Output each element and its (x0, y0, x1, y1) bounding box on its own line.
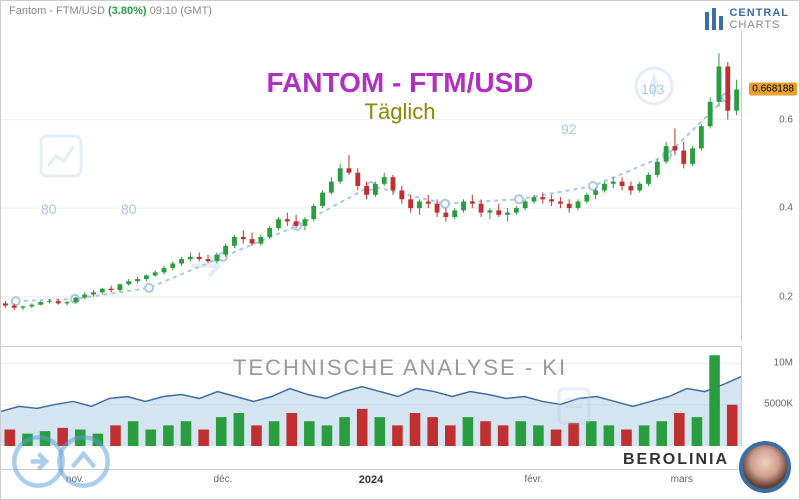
analysis-label: TECHNISCHE ANALYSE - KI (233, 355, 567, 381)
time-tick: déc. (214, 474, 233, 485)
logo-icon (705, 8, 723, 30)
price-tick: 0.2 (779, 291, 793, 302)
watermark-number: 80 (121, 201, 137, 217)
watermark-number: 80 (41, 201, 57, 217)
brand-name: BEROLINIA (623, 451, 729, 469)
price-change: (3.80%) (108, 5, 147, 17)
volume-axis: 5000K 10M (741, 346, 799, 446)
timestamp: 09:10 (GMT) (150, 5, 212, 17)
time-tick: mars (671, 474, 693, 485)
chart-timeframe: Täglich (266, 99, 533, 125)
price-tick: 0.6 (779, 114, 793, 125)
chart-container: Fantom - FTM/USD (3.80%) 09:10 (GMT) CEN… (0, 0, 800, 500)
chart-header: Fantom - FTM/USD (3.80%) 09:10 (GMT) (9, 5, 212, 17)
watermark-number: 92 (561, 121, 577, 137)
time-axis: nov.déc.2024févr.mars (1, 469, 741, 499)
title-overlay: FANTOM - FTM/USD Täglich (266, 67, 533, 125)
logo-text: CENTRAL CHARTS (729, 7, 789, 31)
price-tick: 0.4 (779, 203, 793, 214)
avatar-icon (739, 441, 791, 493)
time-tick: févr. (524, 474, 543, 485)
chart-title: FANTOM - FTM/USD (266, 67, 533, 99)
price-axis: 0.2 0.4 0.6 0.668188 (741, 31, 799, 341)
watermark-circle-arrow2-icon (56, 434, 111, 489)
watermark-arrow-icon (181, 241, 231, 291)
current-price-marker: 0.668188 (749, 83, 797, 96)
time-tick: 2024 (359, 474, 383, 486)
watermark-doc-icon (549, 381, 599, 431)
watermark-number: 103 (641, 81, 664, 97)
watermark-chart-icon (36, 131, 86, 181)
logo: CENTRAL CHARTS (705, 7, 789, 31)
instrument-name: Fantom - FTM/USD (9, 5, 105, 17)
volume-tick: 10M (774, 357, 793, 368)
volume-tick: 5000K (764, 399, 793, 410)
